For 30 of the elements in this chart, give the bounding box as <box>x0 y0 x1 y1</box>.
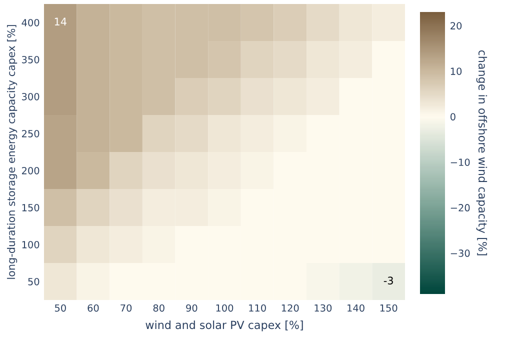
color-bar-label: −10 <box>450 158 470 166</box>
data-label: -3 <box>384 276 393 285</box>
y-tick-label: 200 <box>22 166 40 174</box>
y-tick-label: 400 <box>22 18 40 26</box>
x-tick-label: 90 <box>186 304 198 312</box>
x-tick-label: 120 <box>282 304 299 312</box>
color-bar-label: 0 <box>450 113 456 120</box>
color-bar-label: −20 <box>450 204 470 212</box>
x-tick-label: 150 <box>380 304 398 312</box>
color-bar-label: −30 <box>450 250 470 257</box>
data-label: 14 <box>54 18 66 26</box>
x-tick-label: 80 <box>153 304 164 312</box>
y-tick-label: 150 <box>22 204 40 212</box>
x-axis-title: wind and solar PV capex [%] <box>146 320 303 332</box>
x-tick-label: 110 <box>249 304 266 312</box>
y-tick-label: 350 <box>22 56 40 64</box>
x-tick-label: 70 <box>120 304 132 312</box>
color-bar-label: 10 <box>450 68 462 75</box>
x-tick-label: 60 <box>88 304 99 312</box>
x-tick-label: 50 <box>54 304 66 312</box>
x-tick-label: 100 <box>216 304 234 312</box>
x-tick-label: 140 <box>348 304 364 312</box>
color-bar-title: change in offshore wind capacity [%] <box>476 50 488 256</box>
y-tick-label: 300 <box>22 92 40 100</box>
y-tick-label: 250 <box>22 130 40 138</box>
y-tick-label: 100 <box>22 240 40 248</box>
y-axis-title: long-duration storage energy capacity capex [%] <box>7 25 18 279</box>
y-tick-label: 50 <box>28 278 40 286</box>
color-bar-label: 20 <box>450 22 462 30</box>
x-tick-label: 130 <box>314 304 332 312</box>
